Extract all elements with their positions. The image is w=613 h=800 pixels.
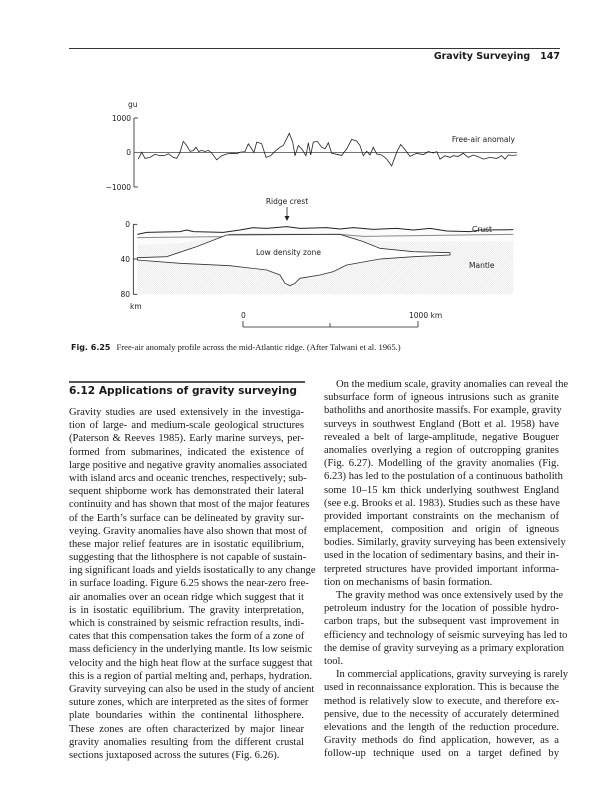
text-line: gravity anomalies resulting from the dif… (69, 736, 304, 748)
free-air-anomaly-curve (137, 132, 517, 167)
text-line: provided important constraints on the me… (324, 510, 559, 522)
scale-bar (242, 321, 419, 328)
text-line: Gravity methods do find application, how… (324, 735, 559, 747)
text-line: suture zones, which are interpreted as t… (69, 697, 309, 709)
text-line: the demise of gravity surveying as a pri… (324, 642, 565, 654)
ridge-crest-label: Ridge crest (266, 197, 308, 206)
depth-tick: 40 (120, 255, 130, 264)
tick-label: 0 (126, 148, 131, 157)
text-line: tion of large- and medium-scale geologic… (69, 420, 304, 432)
text-line: On the medium scale, gravity anomalies c… (336, 379, 569, 390)
text-line: In commercial applications, gravity surv… (336, 669, 569, 681)
running-title: Gravity Surveying (433, 51, 531, 62)
text-line: batholiths and anorthosite massifs. For … (324, 405, 562, 417)
cross-section (132, 223, 514, 295)
text-line: of the Earth’s surface can be delineated… (69, 512, 304, 524)
text-line: is in isostatic equilibrium. The gravity… (69, 604, 304, 616)
text-line: revealed a belt of large-amplitude, nega… (324, 431, 559, 443)
text-line: The gravity method was once extensively … (336, 590, 564, 601)
text-line: ing significant loads and yields isostat… (69, 565, 316, 577)
text-line: Gravity surveying can also be used in th… (69, 683, 315, 695)
text-line: some 10–15 km thick underlying southwest… (324, 484, 559, 496)
text-line: these major relief features are in isost… (69, 538, 304, 550)
anomaly-axis (133, 117, 517, 188)
low-density-zone-label: Low density zone (256, 248, 321, 257)
text-line: mass deficiency in the underlying mantle… (69, 644, 313, 656)
text-line: pensive, due to the necessity of accurat… (324, 708, 559, 720)
page-number: 147 (540, 51, 560, 62)
text-line: veying. Gravity anomalies have also show… (69, 525, 308, 537)
section-heading: 6.12 Applications of gravity surveying (69, 385, 297, 397)
figure-6-25: gu 1000 0 −1000 Free-air anomaly Ridge c… (106, 100, 517, 328)
tick-label: 1000 (112, 114, 131, 123)
figure-caption: Fig. 6.25 Free-air anomaly profile across… (71, 342, 401, 352)
depth-tick: 80 (120, 290, 130, 299)
caption-text: Free-air anomaly profile across the mid-… (116, 342, 401, 352)
header-rule (69, 48, 560, 50)
ridge-crest-arrow-icon (284, 207, 290, 221)
section-rule (69, 381, 305, 383)
text-line: petroleum industry for the location of p… (324, 603, 559, 615)
text-line: emplacement, composition and origin of i… (324, 524, 559, 536)
text-line: in surface loading. Figure 6.25 shows th… (69, 578, 309, 590)
low-density-zone (136, 233, 451, 287)
text-line: used in reconnaissance exploration. This… (324, 682, 559, 694)
tick-label: −1000 (106, 183, 132, 192)
anomaly-label: Free-air anomaly (452, 135, 516, 144)
text-line: sequent shipborne work has demonstrated … (69, 486, 304, 498)
text-line: used in the location of sedimentary basi… (324, 550, 559, 562)
text-line: elevations and the length of the reducti… (324, 721, 559, 733)
text-line: sections juxtaposed across the sutures (… (69, 749, 280, 761)
text-line: follow-up technique used on a target def… (324, 748, 559, 760)
mantle-label: Mantle (469, 261, 495, 270)
left-column: Gravity studies are used extensively in … (69, 406, 316, 762)
scale-end: 1000 km (409, 311, 442, 320)
text-line: bodies. Similarly, gravity surveying has… (324, 537, 566, 549)
text-line: which is constrained by seismic refracti… (69, 618, 304, 629)
text-line: air anomalies over an ocean ridge which … (69, 591, 304, 603)
text-line: suggesting that the lithosphere is not c… (69, 552, 307, 564)
depth-tick: 0 (125, 220, 130, 229)
text-line: velocity and the high heat flow at the s… (69, 657, 313, 669)
text-line: surveys in southwest England (Bott et al… (324, 418, 559, 430)
running-header: Gravity Surveying 147 (434, 51, 560, 62)
text-line: terpreted structures have provided impor… (324, 563, 559, 575)
text-line: cates that this compensation takes the f… (69, 631, 305, 643)
text-line: formed from submarines, indicated the ex… (69, 446, 304, 458)
caption-number: Fig. 6.25 (71, 343, 111, 352)
text-line: tool. (324, 655, 344, 667)
text-line: (Fig. 6.27). Modelling of the gravity an… (324, 458, 559, 470)
crust-label: Crust (472, 225, 492, 234)
text-line: continuity and has shown that most of th… (69, 499, 310, 511)
text-line: efficiency and technology of seismic sur… (324, 629, 568, 641)
text-line: with island arcs and oceanic trenches, r… (69, 472, 307, 484)
depth-unit: km (130, 302, 142, 311)
text-line: (Paterson & Reeves 1985). Early marine s… (69, 433, 304, 445)
text-line: large positive and negative gravity anom… (69, 459, 308, 471)
text-line: Gravity studies are used extensively in … (69, 407, 304, 418)
text-line: 6.23) has led to the postulation of a co… (324, 471, 563, 483)
text-line: (see e.g. Brooks et al. 1983). Studies s… (324, 497, 560, 509)
text-line: this is a region of partial melting and,… (69, 670, 313, 682)
text-line: These zones are often characterized by m… (69, 723, 304, 735)
text-line: anomalies overlying a region of outcropp… (324, 444, 559, 456)
text-line: plate boundaries within the continental … (69, 710, 304, 722)
scale-start: 0 (241, 311, 246, 320)
right-column: On the medium scale, gravity anomalies c… (324, 378, 569, 760)
text-line: carbon traps, but the subsequent vast im… (324, 616, 559, 628)
text-line: subsurface form of igneous intrusions su… (324, 392, 559, 404)
text-line: method is relatively slow to execute, an… (324, 695, 559, 707)
text-line: tion on mechanisms of basin formation. (324, 576, 493, 588)
anomaly-unit: gu (128, 100, 138, 109)
